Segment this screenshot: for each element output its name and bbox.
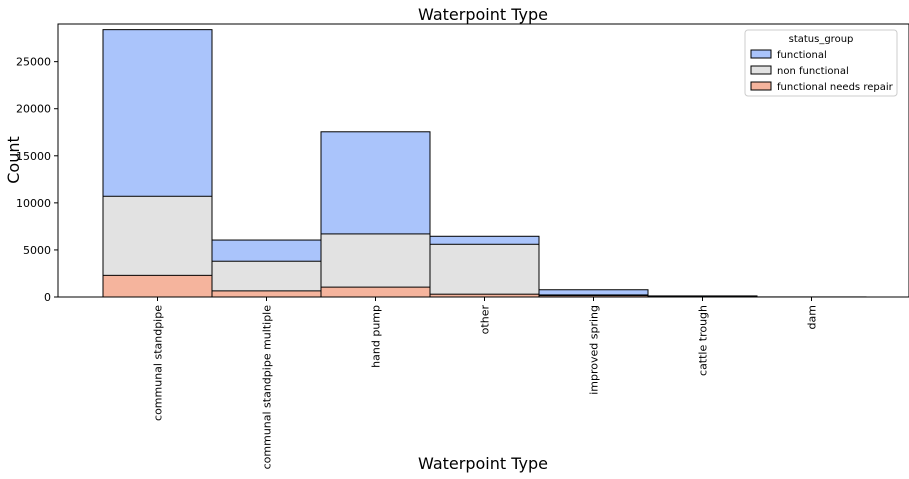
y-axis-ticks: 0 5000 10000 15000 20000 25000 (16, 56, 58, 304)
bar-communal-standpipe-functional-needs-repair (102, 274, 213, 298)
x-tick-label: other (479, 305, 492, 335)
x-tick-label: communal standpipe (152, 305, 165, 421)
legend-title: status_group (789, 34, 854, 45)
legend-label: non functional (777, 66, 849, 77)
y-tick-label: 0 (44, 291, 51, 304)
legend-label: functional (777, 50, 827, 61)
x-tick-label: hand pump (370, 305, 383, 368)
legend-label: functional needs repair (777, 82, 894, 93)
chart-title: Waterpoint Type (418, 5, 548, 24)
y-tick-label: 10000 (16, 197, 51, 210)
bar-hand-pump-non-functional (320, 233, 431, 298)
legend-box (744, 29, 898, 97)
x-tick-label: improved spring (588, 305, 601, 395)
x-axis-label: Waterpoint Type (418, 454, 548, 473)
bar-hand-pump-functional-needs-repair (320, 286, 431, 298)
legend-swatch (750, 81, 772, 91)
y-tick-label: 25000 (16, 56, 51, 69)
bar-other-non-functional (429, 243, 540, 298)
bars-group (102, 29, 867, 298)
legend-swatch (750, 49, 772, 59)
x-tick-label: communal standpipe multiple (261, 305, 274, 470)
legend-items: functional non functional functional needs… (750, 49, 894, 93)
bar-communal-standpipe-multiple-functional-needs-repair (211, 290, 322, 298)
y-tick-label: 20000 (16, 103, 51, 116)
x-tick-label: cattle trough (697, 305, 710, 376)
y-tick-label: 15000 (16, 150, 51, 163)
x-tick-label: dam (806, 305, 819, 329)
y-tick-label: 5000 (23, 244, 51, 257)
x-axis-ticks: communal standpipe communal standpipe mul… (152, 297, 819, 469)
y-axis-label: Count (4, 136, 23, 184)
plot-frame (57, 23, 909, 298)
legend-swatch (750, 65, 772, 75)
